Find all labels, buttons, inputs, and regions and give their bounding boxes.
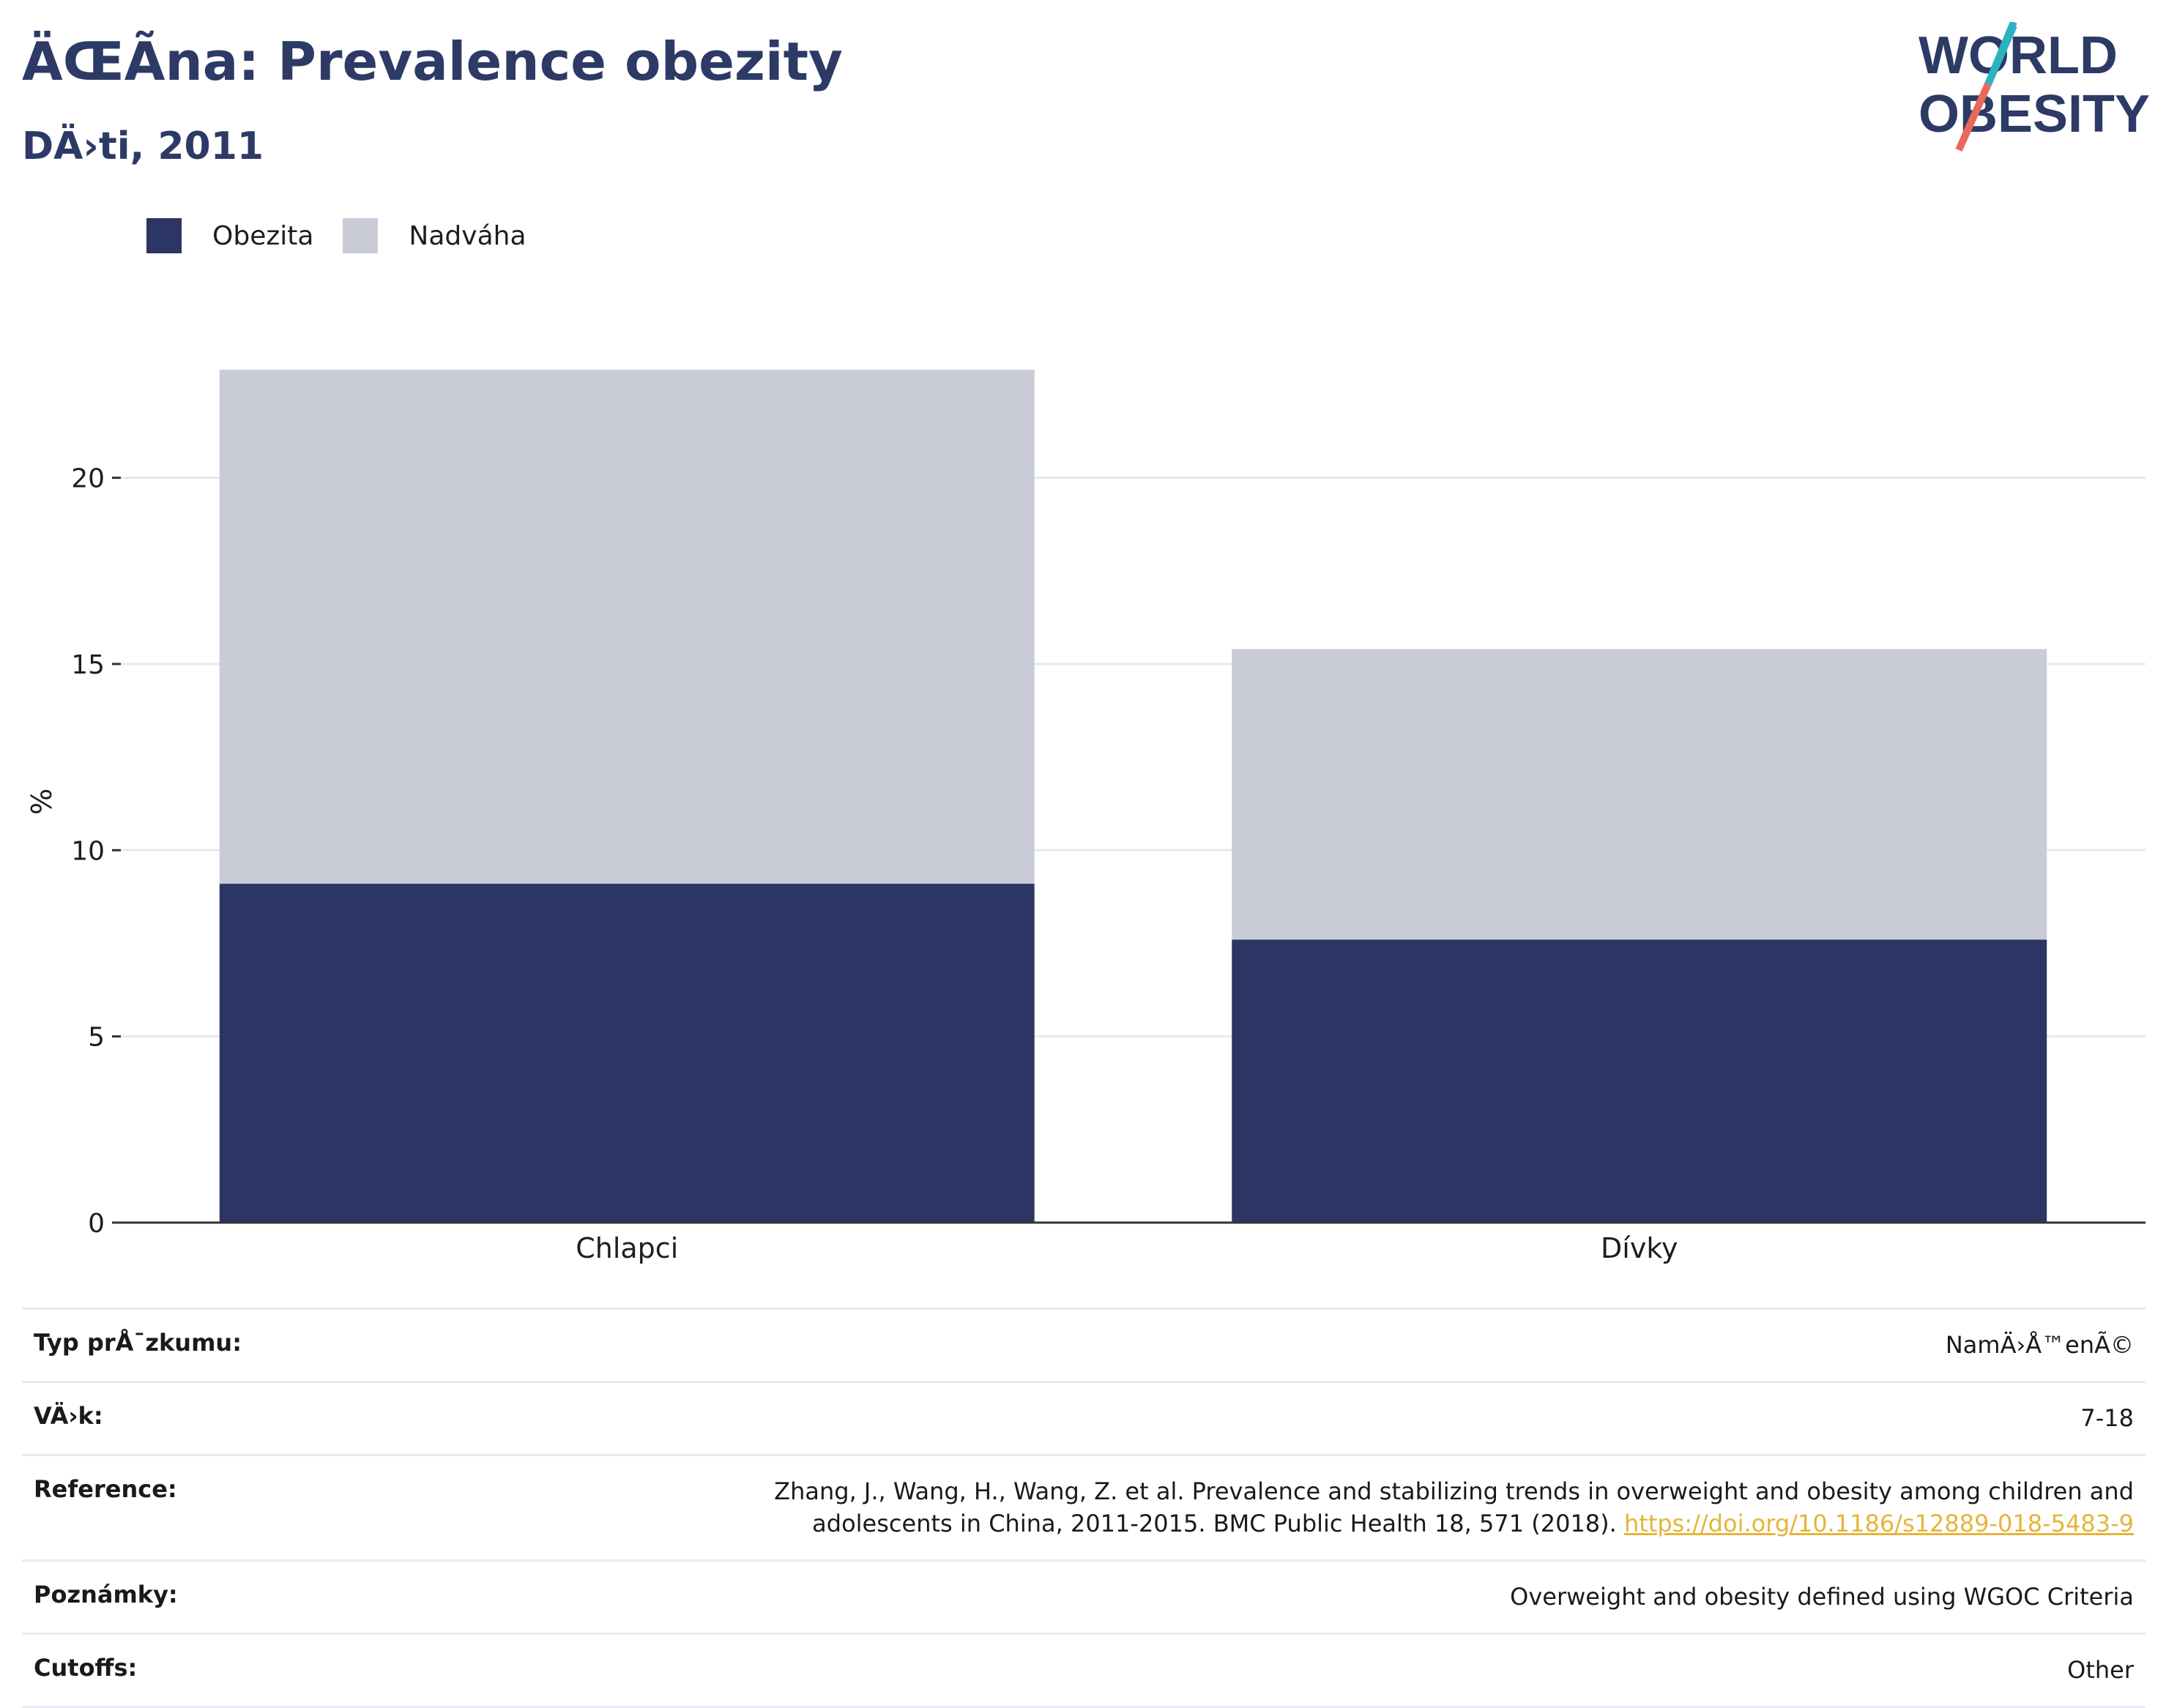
reference-link[interactable]: https://doi.org/10.1186/s12889-018-5483-… xyxy=(1623,1510,2134,1538)
y-tick-label: 0 xyxy=(88,1209,105,1239)
reference-text: Zhang, J., Wang, H., Wang, Z. et al. Pre… xyxy=(774,1477,2134,1538)
meta-value: 7-18 xyxy=(2080,1403,2134,1432)
meta-row-notes: Poznámky: Overweight and obesity defined… xyxy=(22,1559,2145,1633)
y-axis-label: % xyxy=(26,788,58,815)
meta-key: Poznámky: xyxy=(34,1581,178,1609)
bar-nadváha-chlapci xyxy=(219,370,1035,884)
meta-value-reference: Zhang, J., Wang, H., Wang, Z. et al. Pre… xyxy=(669,1475,2134,1541)
meta-key: Reference: xyxy=(34,1474,177,1503)
y-tick-label: 5 xyxy=(88,1023,105,1053)
meta-value: Other xyxy=(2067,1655,2134,1684)
meta-key: Cutoffs: xyxy=(34,1653,138,1682)
bar-obezita-chlapci xyxy=(219,884,1035,1223)
x-tick-label: Chlapci xyxy=(576,1232,678,1264)
meta-row-age: VÄ›k: 7-18 xyxy=(22,1380,2145,1454)
bar-obezita-dívky xyxy=(1232,939,2047,1223)
y-tick-label: 20 xyxy=(71,464,105,494)
meta-row-survey-type: Typ prÅ¯zkumu: NamÄ›Å™enÃ© xyxy=(22,1308,2145,1381)
legend-item-nadvaha[interactable]: Nadváha xyxy=(343,218,526,253)
meta-row-reference: Reference: Zhang, J., Wang, H., Wang, Z.… xyxy=(22,1453,2145,1560)
x-tick-label: Dívky xyxy=(1601,1232,1678,1264)
logo-line2: OBESITY xyxy=(1918,85,2150,143)
logo-line1: WORLD xyxy=(1918,26,2118,85)
meta-value: Overweight and obesity defined using WGO… xyxy=(1510,1583,2134,1611)
logo-slash-red xyxy=(1955,82,1992,152)
legend-label-obezita: Obezita xyxy=(212,220,314,251)
page-title: ÄŒÃ­na: Prevalence obezity xyxy=(22,31,843,92)
meta-key: Typ prÅ¯zkumu: xyxy=(34,1329,242,1357)
y-tick-label: 15 xyxy=(71,650,105,680)
meta-value: NamÄ›Å™enÃ© xyxy=(1945,1331,2134,1359)
meta-key: VÄ›k: xyxy=(34,1401,103,1430)
y-tick-label: 10 xyxy=(71,836,105,866)
world-obesity-logo: WORLD OBESITY xyxy=(1918,22,2150,152)
stacked-bar-chart: 0 5 10 15 20% Chlapci Dívky xyxy=(26,370,2145,1264)
legend-label-nadvaha: Nadváha xyxy=(409,220,526,251)
legend-swatch-obezita xyxy=(146,218,182,253)
metadata-table: Typ prÅ¯zkumu: NamÄ›Å™enÃ© VÄ›k: 7-18 Re… xyxy=(22,1308,2145,1708)
meta-row-cutoffs: Cutoffs: Other xyxy=(22,1632,2145,1708)
page-subtitle: DÄ›ti, 2011 xyxy=(22,124,264,168)
legend-item-obezita[interactable]: Obezita xyxy=(146,218,313,253)
chart-legend: Obezita Nadváha xyxy=(146,218,556,253)
bar-nadváha-dívky xyxy=(1232,649,2047,940)
legend-swatch-nadvaha xyxy=(343,218,379,253)
